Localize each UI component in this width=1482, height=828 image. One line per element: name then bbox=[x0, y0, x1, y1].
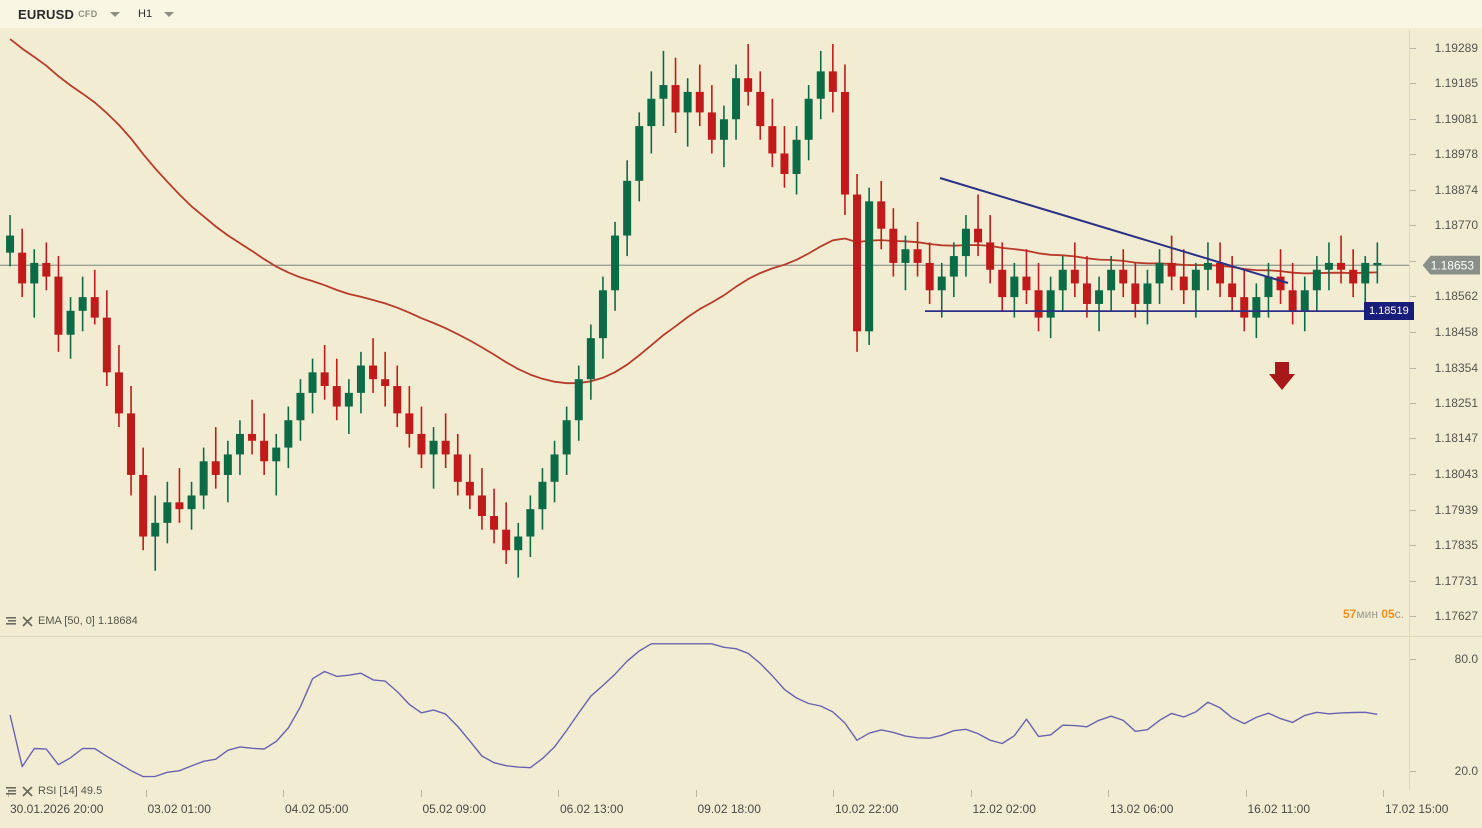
time-axis-tick bbox=[970, 790, 972, 797]
price-chart-canvas bbox=[0, 38, 1410, 578]
time-axis-label: 10.02 22:00 bbox=[835, 802, 899, 816]
time-axis-label: 09.02 18:00 bbox=[697, 802, 761, 816]
price-axis-tick bbox=[1410, 332, 1416, 333]
price-axis-label: 1.18354 bbox=[1434, 360, 1478, 375]
chevron-down-icon[interactable] bbox=[109, 11, 120, 17]
time-axis-tick bbox=[1245, 790, 1247, 797]
price-axis-tick bbox=[1410, 260, 1416, 262]
rsi-axis-tick bbox=[1410, 771, 1416, 773]
axis-divider bbox=[1409, 30, 1410, 790]
countdown-minutes: 57 bbox=[1343, 607, 1357, 621]
price-axis-tick bbox=[1410, 580, 1416, 582]
symbol-name: EURUSD bbox=[18, 6, 75, 22]
time-axis-label: 16.02 11:00 bbox=[1247, 802, 1311, 816]
time-axis-label: 12.02 02:00 bbox=[972, 802, 1036, 816]
price-axis-label: 1.19185 bbox=[1434, 76, 1478, 91]
symbol-kind: CFD bbox=[78, 9, 98, 19]
price-axis-tick bbox=[1410, 154, 1416, 156]
ema-indicator-legend[interactable]: EMA [50, 0] 1.18684 bbox=[6, 615, 138, 627]
price-axis-tick bbox=[1410, 545, 1416, 547]
time-axis-tick bbox=[695, 790, 697, 797]
price-axis-label: 1.17627 bbox=[1434, 609, 1478, 624]
price-axis-label: 1.18978 bbox=[1434, 147, 1478, 162]
price-axis-tick bbox=[1410, 402, 1416, 404]
time-axis[interactable]: 30.01.2026 20:00 03.02 01:00 04.02 05:00 05… bbox=[0, 790, 1482, 828]
close-icon[interactable] bbox=[22, 785, 33, 797]
time-axis-tick bbox=[558, 790, 559, 797]
rsi-axis-tick bbox=[1410, 658, 1416, 660]
price-axis-tick bbox=[1410, 438, 1416, 440]
symbol-selector[interactable]: EURUSD CFD bbox=[8, 0, 130, 28]
time-axis-tick bbox=[420, 790, 422, 797]
time-axis-label: 13.02 06:00 bbox=[1110, 802, 1174, 816]
rsi-chart-canvas bbox=[9, 643, 1378, 778]
price-axis-tick bbox=[1410, 47, 1416, 49]
indicator-settings-icon[interactable] bbox=[6, 786, 17, 797]
price-axis-label: 1.19289 bbox=[1434, 40, 1478, 55]
rsi-axis-label: 80.0 bbox=[1454, 651, 1478, 666]
time-axis-label: 30.01.2026 20:00 bbox=[10, 802, 104, 816]
time-axis-label: 05.02 09:00 bbox=[422, 802, 486, 816]
time-axis-label: 17.02 15:00 bbox=[1385, 802, 1449, 816]
countdown-minutes-unit: мин bbox=[1356, 607, 1378, 621]
price-axis-label: 1.19081 bbox=[1434, 111, 1478, 126]
price-axis-tick bbox=[1410, 473, 1416, 475]
price-axis-label: 1.18458 bbox=[1434, 325, 1478, 339]
price-axis-tick bbox=[1410, 83, 1416, 85]
close-icon[interactable] bbox=[22, 615, 33, 627]
bar-countdown-timer: 57мин 05с. bbox=[1343, 607, 1404, 621]
countdown-seconds: 05 bbox=[1381, 607, 1395, 621]
price-axis-tick bbox=[1410, 225, 1416, 227]
price-axis-tick bbox=[1410, 118, 1416, 120]
price-axis-tick bbox=[1410, 296, 1416, 298]
price-axis-tick bbox=[1410, 189, 1416, 191]
countdown-seconds-unit: с. bbox=[1394, 607, 1404, 621]
price-axis-label: 1.18251 bbox=[1434, 395, 1478, 410]
time-axis-label: 06.02 13:00 bbox=[560, 802, 624, 816]
price-axis-label: 1.17731 bbox=[1434, 573, 1478, 588]
rsi-legend-text: RSI [14] 49.5 bbox=[38, 785, 103, 797]
rsi-chart-pane[interactable] bbox=[0, 640, 1410, 790]
rsi-axis-label: 20.0 bbox=[1454, 764, 1478, 779]
price-axis-label: 1.17835 bbox=[1434, 538, 1478, 553]
price-axis-label: 1.18874 bbox=[1434, 182, 1478, 197]
price-axis-tick bbox=[1410, 509, 1416, 511]
price-axis-tick bbox=[1410, 616, 1416, 618]
current-price-tag[interactable]: 1.18653 bbox=[1422, 255, 1480, 275]
price-axis-tick bbox=[1410, 367, 1416, 369]
chevron-down-icon[interactable] bbox=[164, 11, 175, 17]
pane-divider bbox=[0, 636, 1482, 637]
price-axis-label: 1.18147 bbox=[1434, 431, 1478, 446]
price-level-tag[interactable]: 1.18519 bbox=[1364, 302, 1414, 321]
time-axis-tick bbox=[833, 790, 834, 797]
rsi-indicator-legend[interactable]: RSI [14] 49.5 bbox=[6, 785, 102, 797]
timeframe-selector[interactable]: H1 bbox=[128, 0, 184, 28]
time-axis-label: 04.02 05:00 bbox=[285, 802, 349, 816]
price-axis[interactable]: 1.19289 1.19185 1.19081 1.18978 1.18874 1.187… bbox=[1410, 30, 1482, 634]
time-axis-label: 03.02 01:00 bbox=[147, 802, 211, 816]
price-axis-label: 1.17939 bbox=[1434, 502, 1478, 517]
time-axis-tick bbox=[1383, 790, 1384, 797]
timeframe-label: H1 bbox=[138, 8, 153, 20]
price-axis-label: 1.18770 bbox=[1434, 218, 1478, 233]
ema-legend-text: EMA [50, 0] 1.18684 bbox=[38, 615, 138, 627]
chart-toolbar: EURUSD CFD H1 bbox=[0, 0, 1482, 28]
indicator-settings-icon[interactable] bbox=[6, 616, 17, 627]
price-axis-label: 1.18562 bbox=[1434, 289, 1478, 304]
time-axis-tick bbox=[1108, 790, 1109, 797]
price-axis-label: 1.18043 bbox=[1434, 466, 1478, 481]
time-axis-tick bbox=[283, 790, 284, 797]
time-axis-tick bbox=[145, 790, 147, 797]
price-chart-pane[interactable] bbox=[0, 30, 1410, 634]
rsi-axis[interactable]: 80.0 20.0 bbox=[1410, 640, 1482, 790]
